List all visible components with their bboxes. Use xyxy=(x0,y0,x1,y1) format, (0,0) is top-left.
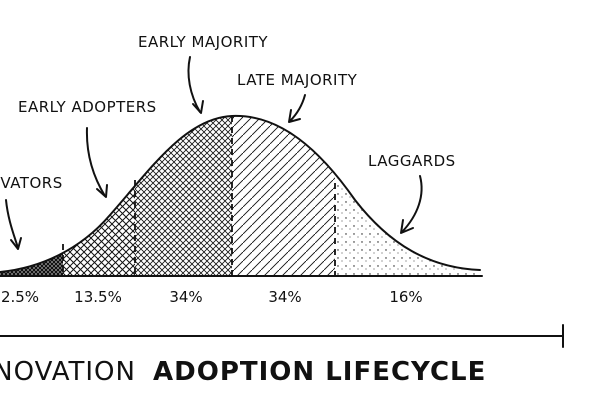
arrow-early-adopters xyxy=(85,127,108,198)
early-majority-fill xyxy=(135,115,232,276)
label-late-majority: LATE MAJORITY xyxy=(237,71,358,89)
arrow-innovators xyxy=(5,199,22,250)
percent-early-adopters: 13.5% xyxy=(74,288,122,306)
label-early-majority: EARLY MAJORITY xyxy=(138,33,268,51)
label-early-adopters: EARLY ADOPTERS xyxy=(18,98,157,116)
diagram-title: INNOVATION ADOPTION LIFECYCLE xyxy=(0,357,486,387)
laggards-fill xyxy=(335,115,480,276)
percent-early-majority: 34% xyxy=(169,288,202,306)
title-light: INNOVATION xyxy=(0,357,136,387)
curve-fills xyxy=(0,115,480,276)
percent-innovators: 2.5% xyxy=(1,288,39,306)
title-bold: ADOPTION LIFECYCLE xyxy=(153,357,486,387)
arrow-early-majority xyxy=(187,56,204,114)
late-majority-fill xyxy=(232,115,335,276)
label-innovators: INNOVATORS xyxy=(0,174,63,192)
arrow-late-majority xyxy=(288,94,306,123)
label-laggards: LAGGARDS xyxy=(368,152,456,170)
percent-laggards: 16% xyxy=(389,288,422,306)
percent-late-majority: 34% xyxy=(268,288,301,306)
arrow-laggards xyxy=(400,175,423,234)
